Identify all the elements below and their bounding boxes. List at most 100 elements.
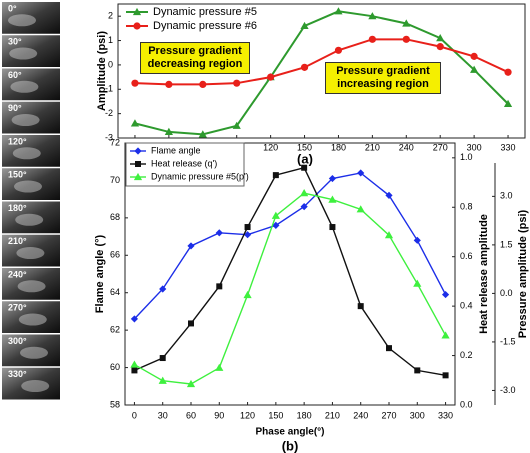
point — [436, 43, 444, 51]
legend-marker — [135, 161, 141, 167]
point — [130, 360, 139, 368]
series-line — [134, 166, 446, 377]
point — [328, 174, 337, 183]
image-label: 150° — [8, 170, 27, 180]
flame-image — [2, 234, 60, 267]
x-tick-label: 300 — [410, 410, 425, 420]
flame-glow — [14, 180, 42, 193]
y3-tick-label: 1.5 — [500, 239, 513, 249]
x-tick-label: 330 — [501, 142, 516, 152]
flame-image — [2, 168, 60, 200]
plot-frame — [124, 142, 456, 406]
legend-label: Dynamic pressure #5 — [153, 6, 257, 18]
point — [300, 63, 309, 71]
point — [243, 231, 252, 239]
flame-image — [2, 201, 60, 234]
point — [199, 80, 207, 88]
y2-tick-label: 1.0 — [460, 152, 473, 162]
x-tick-label: 300 — [467, 142, 482, 152]
y-tick-label: 62 — [110, 325, 120, 335]
y-tick-label: -1 — [105, 84, 113, 94]
y-tick-label: 66 — [110, 250, 120, 260]
point — [368, 35, 376, 43]
point — [130, 315, 139, 323]
point — [198, 130, 207, 138]
y3-tick-label: 0.0 — [500, 288, 513, 298]
y-tick-label: 2 — [108, 11, 113, 21]
panel-label: (b) — [282, 438, 299, 453]
flame-image — [2, 268, 60, 300]
x-tick-label: 180 — [297, 410, 312, 420]
point — [300, 203, 308, 211]
point — [503, 99, 513, 107]
image-label: 330° — [8, 369, 27, 379]
flame-glow — [9, 47, 38, 60]
y2-tick-label: 0.6 — [460, 251, 473, 261]
image-label: 120° — [8, 136, 27, 146]
point — [368, 12, 377, 20]
y-tick-label: 0 — [108, 59, 113, 69]
x-tick-label: 240 — [399, 142, 414, 152]
image-label: 0° — [8, 3, 17, 13]
point — [385, 191, 393, 199]
image-label: 90° — [8, 103, 22, 113]
legend-label: Heat release (q') — [151, 158, 217, 168]
point — [301, 164, 308, 171]
series-line — [134, 38, 509, 86]
series-line — [134, 192, 447, 385]
point — [243, 290, 252, 299]
point — [271, 211, 280, 219]
point — [470, 65, 479, 73]
point — [328, 195, 337, 203]
x-tick-label: 210 — [365, 142, 380, 152]
image-label: 240° — [8, 269, 27, 279]
point — [384, 231, 394, 239]
panel-label: (a) — [297, 151, 313, 166]
y-tick-label: -2 — [105, 108, 113, 118]
x-tick-label: 60 — [186, 410, 196, 420]
point — [413, 279, 422, 287]
y-tick-label: 60 — [110, 362, 120, 372]
y-axis-title: Flame angle (°) — [94, 234, 106, 313]
image-label: 60° — [8, 70, 22, 80]
flame-image — [2, 135, 60, 167]
point — [186, 379, 196, 388]
point — [165, 80, 173, 88]
flame-glow — [15, 213, 44, 226]
y3-axis-title: Pressure amplitude (psi) — [517, 209, 529, 338]
y-tick-label: 70 — [110, 175, 120, 185]
point — [441, 290, 450, 299]
point — [402, 35, 410, 43]
point — [159, 355, 166, 362]
x-tick-label: 150 — [268, 410, 283, 420]
point — [130, 119, 140, 127]
y2-tick-label: 0.4 — [460, 301, 473, 311]
y3-tick-label: -3.0 — [500, 385, 516, 395]
annotation: Pressure gradient decreasing region — [140, 42, 250, 74]
point — [334, 7, 343, 15]
flame-glow — [16, 247, 45, 260]
flame-image — [2, 367, 60, 400]
flame-image — [2, 101, 60, 134]
flame-image — [2, 68, 60, 101]
y2-tick-label: 0.2 — [460, 350, 473, 360]
point — [267, 73, 275, 81]
y-axis-title: Amplitude (psi) — [96, 31, 108, 111]
point — [158, 376, 167, 384]
flame-glow — [10, 80, 39, 93]
point — [232, 121, 241, 129]
x-tick-label: 270 — [433, 142, 448, 152]
y3-tick-label: -1.5 — [500, 336, 516, 346]
x-tick-label: 120 — [240, 410, 255, 420]
point — [329, 224, 336, 231]
legend-marker — [134, 147, 142, 155]
point — [470, 52, 478, 60]
point — [357, 169, 365, 177]
flame-glow — [12, 147, 41, 160]
point — [233, 79, 241, 87]
image-label: 180° — [8, 203, 27, 213]
point — [215, 229, 223, 237]
flame-image — [2, 2, 60, 34]
y3-tick-label: 3.0 — [500, 191, 513, 201]
